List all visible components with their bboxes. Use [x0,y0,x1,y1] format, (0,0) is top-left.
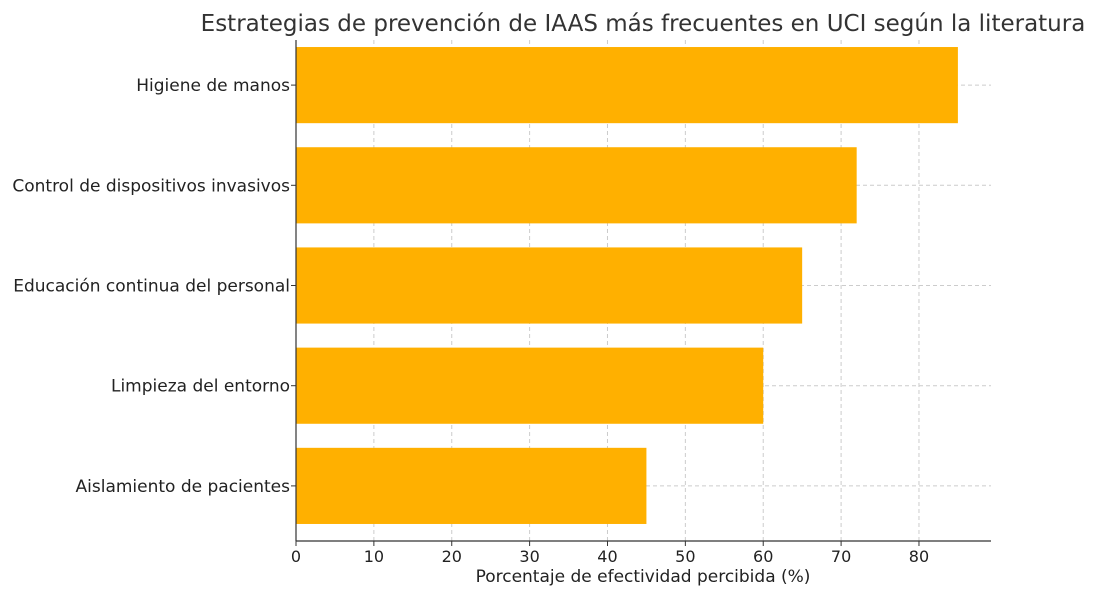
x-tick-label: 40 [597,547,617,566]
bar [296,47,958,124]
x-tick-label: 10 [364,547,384,566]
y-tick-label: Control de dispositivos invasivos [12,176,290,196]
y-tick-label: Limpieza del entorno [111,377,290,397]
y-tick-label: Higiene de manos [136,76,290,96]
x-tick-label: 60 [753,547,773,566]
bar [296,147,857,224]
x-tick-label: 70 [831,547,851,566]
bar [296,347,764,424]
x-tick-label: 50 [675,547,695,566]
bar [296,247,803,324]
x-tick-label: 20 [442,547,462,566]
y-tick-labels: Higiene de manos Control de dispositivos … [12,76,296,497]
y-tick-label: Aislamiento de pacientes [76,477,291,497]
x-axis-label: Porcentaje de efectividad percibida (%) [476,567,811,587]
bars [296,47,958,524]
x-tick-label: 30 [519,547,539,566]
y-tick-label: Educación continua del personal [13,277,290,297]
chart-title: Estrategias de prevención de IAAS más fr… [201,11,1086,37]
bar [296,447,647,524]
x-tick-label: 0 [291,547,301,566]
x-tick-labels: 0 10 20 30 40 50 60 70 80 [291,541,929,566]
x-tick-label: 80 [909,547,929,566]
